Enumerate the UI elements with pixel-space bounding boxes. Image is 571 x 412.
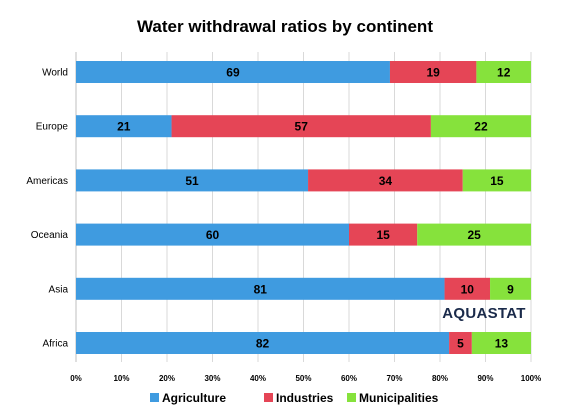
category-labels: World Europe Americas Oceania Asia Africa <box>26 68 68 350</box>
bar-segment-industries <box>389 61 477 83</box>
legend-swatch <box>264 393 273 402</box>
data-label: 57 <box>295 120 309 134</box>
bar-segment-agriculture <box>76 223 349 246</box>
x-tick-label: 40% <box>250 374 266 383</box>
data-label: 5 <box>457 337 464 351</box>
bar-segment-agriculture <box>76 115 172 138</box>
category-label: Oceania <box>31 230 69 241</box>
bar-segment-municipalities <box>430 115 531 138</box>
data-label: 81 <box>254 282 268 296</box>
legend-item: Agriculture <box>150 391 226 405</box>
data-label: 25 <box>467 228 481 242</box>
bar-segment-agriculture <box>76 61 390 83</box>
x-tick-label: 50% <box>295 374 311 383</box>
bar-segment-agriculture <box>76 277 445 300</box>
category-label: Europe <box>36 122 69 133</box>
bar-segment-industries <box>349 223 418 246</box>
x-tick-label: 20% <box>159 374 175 383</box>
aquastat-watermark: AQUASTAT <box>442 305 526 322</box>
x-tick-label: 60% <box>341 374 357 383</box>
category-label: Africa <box>42 339 68 350</box>
x-axis-ticks: 0% 10% 20% 30% 40% 50% 60% 70% 80% 90% 100% <box>70 374 541 383</box>
data-label: 22 <box>474 120 488 134</box>
data-label: 51 <box>185 174 199 188</box>
bar-segment-municipalities <box>417 223 531 246</box>
x-tick-label: 70% <box>386 374 402 383</box>
bar-segment-industries <box>444 277 491 300</box>
bar-segment-agriculture <box>76 332 450 354</box>
data-label: 60 <box>206 228 220 242</box>
bar-segment-municipalities <box>471 332 531 354</box>
data-label: 19 <box>426 66 440 80</box>
x-tick-label: 100% <box>521 374 541 383</box>
data-label: 21 <box>117 120 131 134</box>
x-tick-label: 10% <box>113 374 129 383</box>
data-label: 34 <box>379 174 393 188</box>
data-label: 82 <box>256 337 270 351</box>
legend-swatch <box>347 393 356 402</box>
legend-label: Municipalities <box>359 391 439 405</box>
category-label: World <box>42 68 68 79</box>
data-label: 69 <box>226 66 240 80</box>
x-tick-label: 90% <box>477 374 493 383</box>
category-label: Asia <box>49 284 69 295</box>
data-label: 15 <box>490 174 504 188</box>
x-tick-label: 80% <box>432 374 448 383</box>
data-label: 9 <box>507 282 514 296</box>
bar-segment-municipalities <box>476 61 531 83</box>
chart-title: Water withdrawal ratios by continent <box>137 17 433 36</box>
x-tick-label: 30% <box>204 374 220 383</box>
bar-segment-municipalities <box>490 277 531 300</box>
data-label: 15 <box>376 228 390 242</box>
bars: 69 19 12 21 57 22 51 34 15 60 15 25 81 10 9 82 5 13 <box>76 61 531 354</box>
bar-segment-agriculture <box>76 169 309 192</box>
legend: Agriculture Industries Municipalities <box>150 391 439 405</box>
gridlines <box>75 52 532 362</box>
data-label: 10 <box>461 282 475 296</box>
bar-segment-municipalities <box>462 169 531 192</box>
data-label: 13 <box>495 337 509 351</box>
bar-segment-industries <box>308 169 463 192</box>
x-tick-label: 0% <box>70 374 82 383</box>
legend-item: Municipalities <box>347 391 439 405</box>
data-label: 12 <box>497 66 511 80</box>
legend-swatch <box>150 393 159 402</box>
legend-label: Agriculture <box>162 391 226 405</box>
legend-label: Industries <box>276 391 334 405</box>
bar-segment-industries <box>449 332 472 354</box>
category-label: Americas <box>26 176 68 187</box>
legend-item: Industries <box>264 391 334 405</box>
bar-segment-industries <box>171 115 431 138</box>
